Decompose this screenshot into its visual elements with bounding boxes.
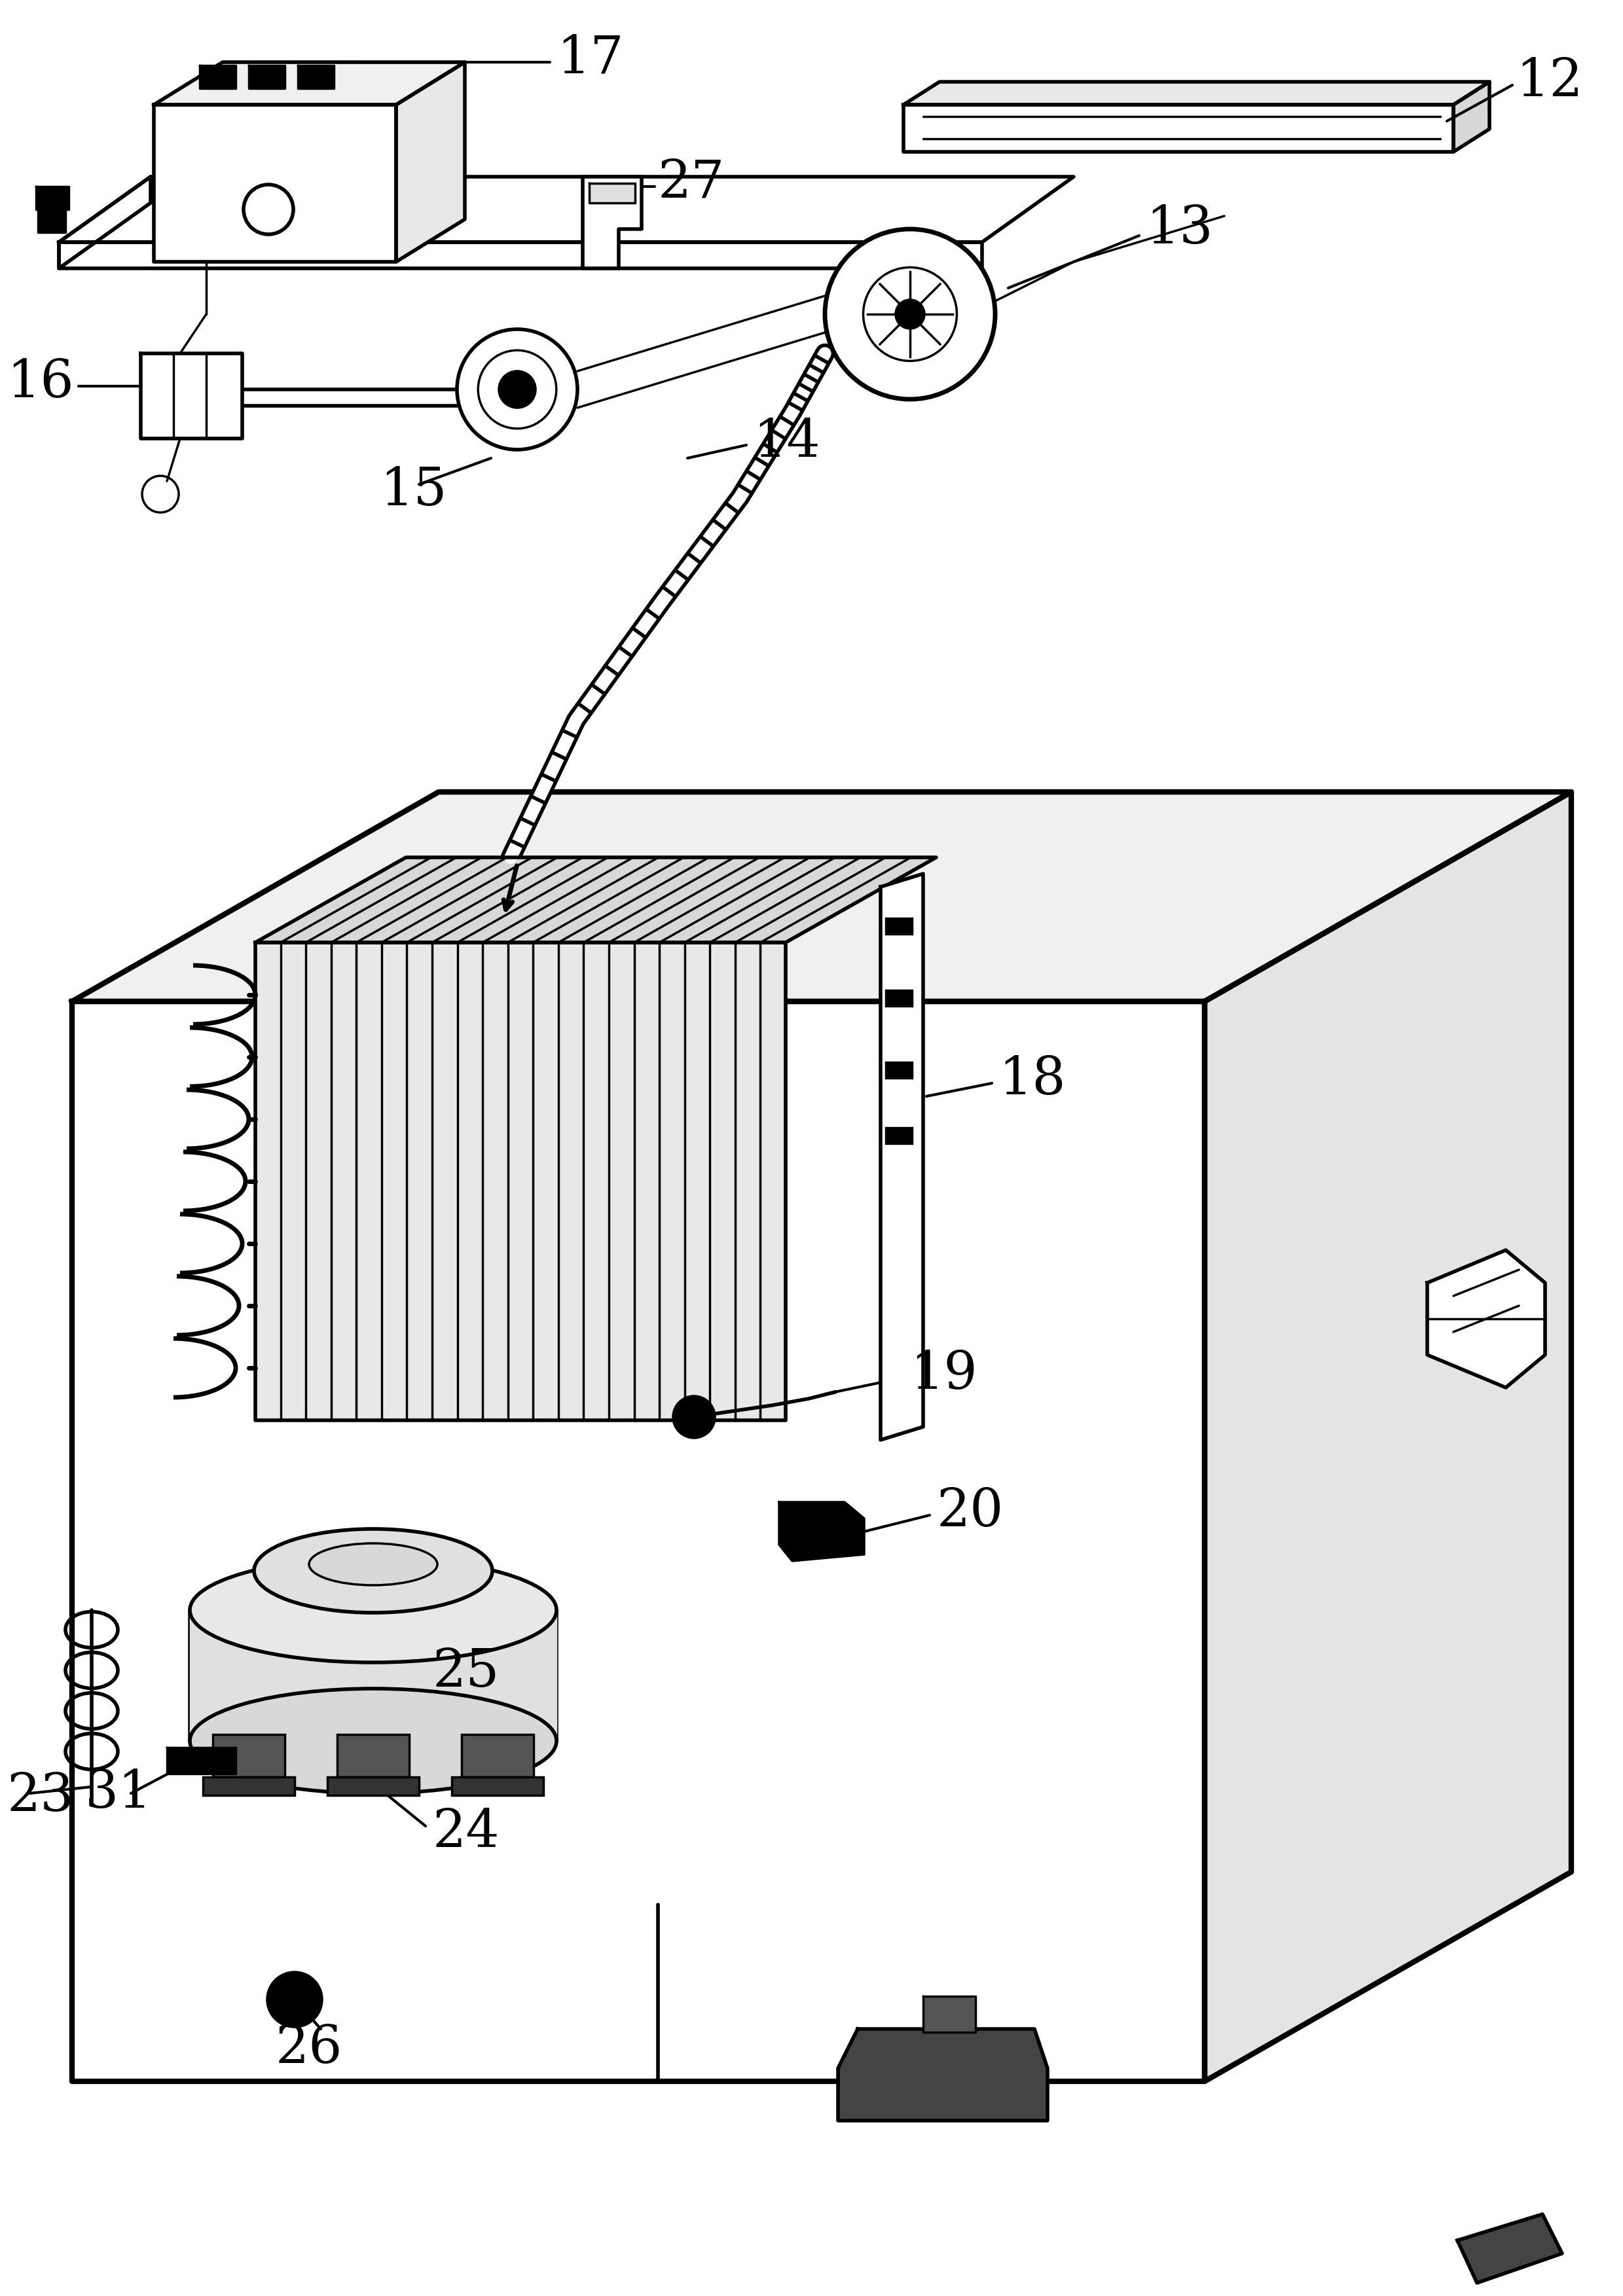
Bar [338, 1733, 409, 1777]
Bar [886, 990, 912, 1006]
Polygon shape [37, 209, 65, 232]
Bar [213, 1733, 284, 1777]
Polygon shape [1454, 83, 1490, 152]
Bar [203, 1777, 295, 1795]
Ellipse shape [190, 1557, 557, 1662]
Polygon shape [589, 184, 635, 202]
Polygon shape [71, 1001, 1204, 2080]
Text: 24: 24 [432, 1807, 500, 1857]
Ellipse shape [308, 1543, 437, 1584]
Polygon shape [583, 177, 641, 269]
Circle shape [498, 372, 536, 409]
Polygon shape [255, 941, 786, 1421]
Polygon shape [154, 106, 396, 262]
Circle shape [479, 351, 557, 429]
Polygon shape [200, 67, 235, 87]
Polygon shape [837, 2030, 1047, 2122]
Circle shape [824, 230, 995, 400]
Polygon shape [71, 792, 1571, 1001]
Ellipse shape [190, 1688, 557, 1793]
Polygon shape [141, 354, 242, 439]
Bar [461, 1733, 534, 1777]
Text: 27: 27 [657, 158, 725, 209]
Text: 25: 25 [432, 1646, 500, 1697]
Polygon shape [36, 186, 68, 209]
Text: 31: 31 [84, 1768, 153, 1818]
Ellipse shape [255, 1529, 492, 1612]
Polygon shape [396, 62, 464, 262]
Text: 14: 14 [753, 416, 820, 468]
Text: 17: 17 [557, 34, 623, 85]
Polygon shape [881, 875, 923, 1440]
Polygon shape [904, 106, 1454, 152]
Circle shape [268, 1972, 321, 2027]
Bar [328, 1777, 419, 1795]
Text: 18: 18 [998, 1054, 1066, 1104]
Text: 26: 26 [274, 2023, 342, 2073]
Polygon shape [58, 241, 982, 269]
Text: 16: 16 [6, 358, 73, 409]
Circle shape [458, 328, 578, 450]
Bar [886, 918, 912, 934]
Text: 15: 15 [380, 466, 446, 517]
Polygon shape [1427, 1249, 1545, 1387]
Polygon shape [1204, 792, 1571, 2080]
Polygon shape [1457, 2213, 1561, 2282]
Bar [451, 1777, 544, 1795]
Circle shape [896, 301, 925, 328]
Polygon shape [299, 67, 334, 87]
Text: 19: 19 [911, 1350, 977, 1401]
Polygon shape [923, 1995, 975, 2032]
Text: 13: 13 [1146, 204, 1212, 255]
Polygon shape [779, 1502, 863, 1561]
Polygon shape [904, 83, 1490, 106]
Polygon shape [154, 62, 464, 106]
Circle shape [674, 1396, 716, 1437]
Polygon shape [190, 1609, 557, 1740]
Polygon shape [248, 67, 284, 87]
Bar [886, 1127, 912, 1143]
Text: 20: 20 [936, 1486, 1003, 1538]
Polygon shape [58, 177, 151, 269]
Polygon shape [255, 856, 936, 941]
Polygon shape [58, 177, 1074, 241]
Text: 23: 23 [6, 1770, 73, 1823]
Text: 12: 12 [1516, 57, 1582, 108]
Polygon shape [167, 1747, 235, 1775]
Bar [886, 1063, 912, 1077]
Circle shape [863, 266, 958, 360]
